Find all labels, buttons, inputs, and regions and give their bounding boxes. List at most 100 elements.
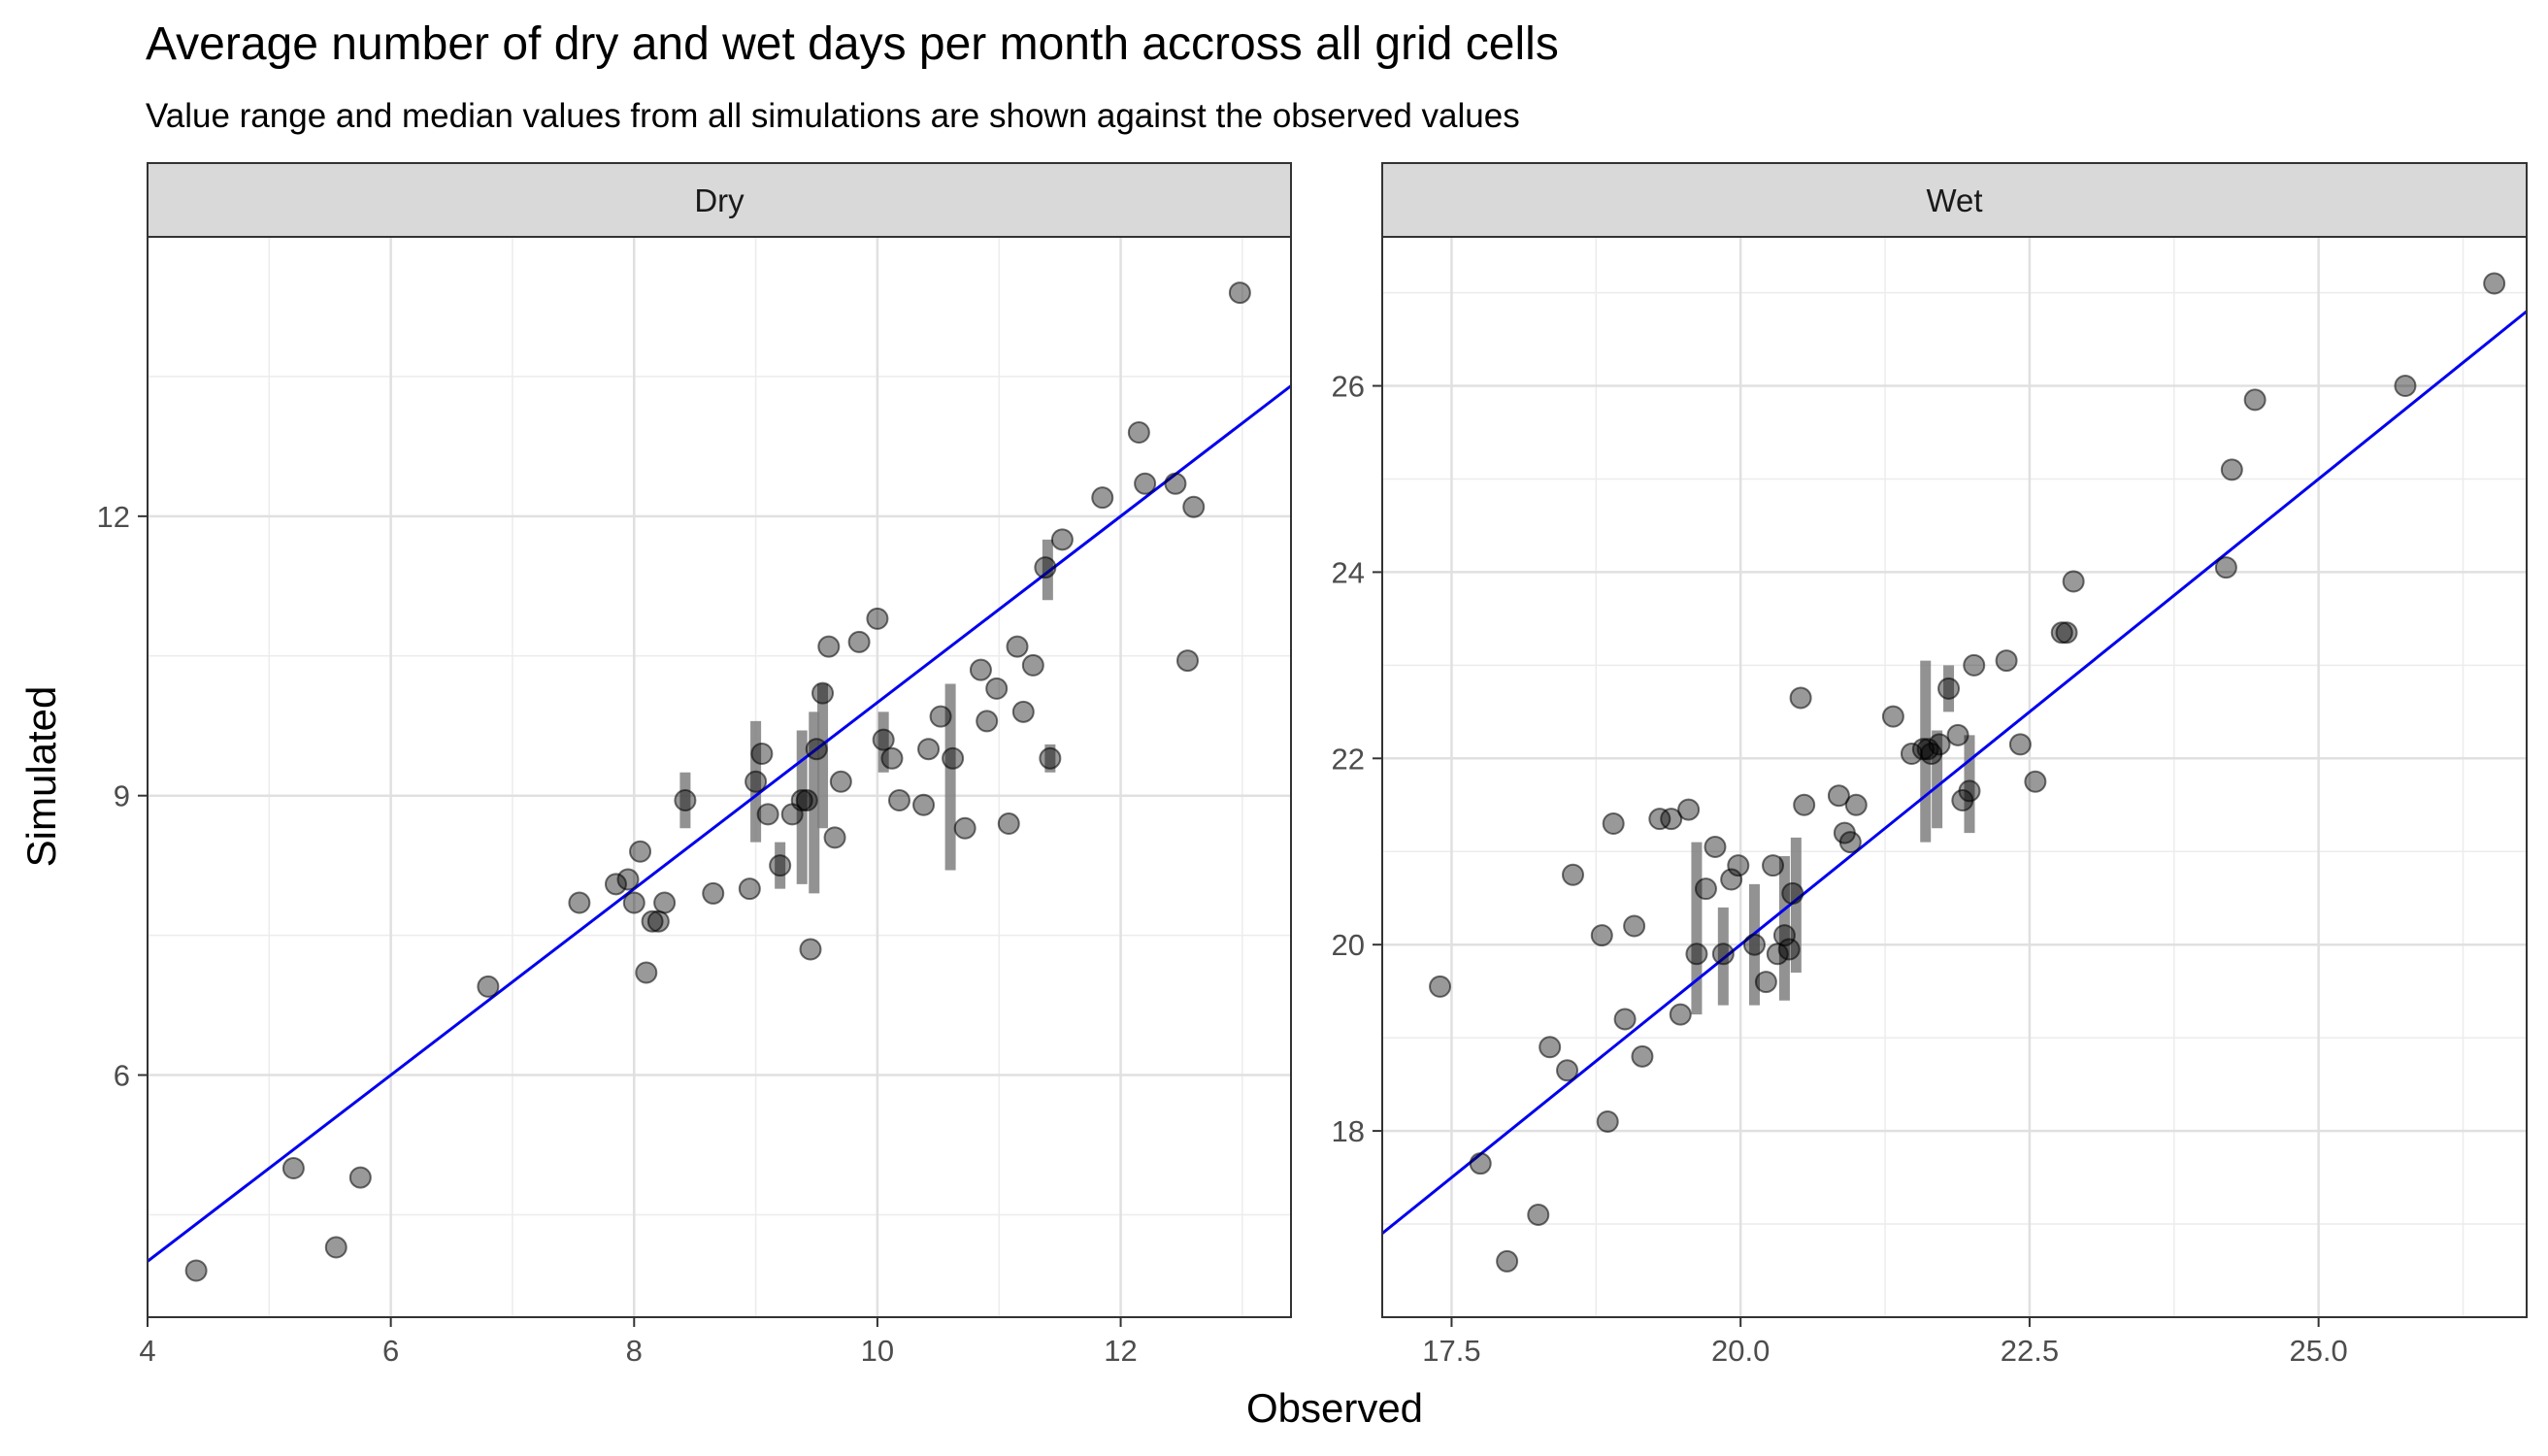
data-point — [1694, 877, 1717, 901]
data-point — [2243, 388, 2267, 412]
data-point — [1669, 1003, 1692, 1026]
data-point — [829, 770, 852, 793]
data-point — [1838, 831, 1862, 854]
data-point — [674, 788, 697, 811]
data-layer — [1382, 272, 2527, 1273]
data-point — [1175, 649, 1199, 673]
data-point — [880, 746, 904, 770]
data-point — [953, 816, 976, 840]
data-point — [1685, 943, 1708, 966]
data-point — [912, 793, 936, 816]
data-point — [1562, 863, 1584, 886]
x-tick-label: 25.0 — [2289, 1334, 2347, 1368]
y-tick-label: 26 — [1332, 370, 1365, 404]
strip-label-wet: Wet — [1926, 182, 1982, 218]
data-point — [2008, 733, 2032, 756]
data-point — [1623, 914, 1646, 938]
data-point — [1590, 924, 1613, 947]
data-point — [1648, 808, 1671, 831]
data-point — [616, 868, 640, 891]
data-point — [1164, 472, 1187, 495]
data-point — [1793, 793, 1816, 816]
data-point — [629, 840, 652, 863]
data-point — [477, 975, 500, 998]
data-point — [641, 910, 664, 933]
data-point — [1602, 811, 1625, 835]
data-point — [847, 630, 871, 653]
data-point — [997, 811, 1020, 835]
data-point — [769, 854, 792, 877]
strip-background — [1381, 162, 2528, 238]
data-point — [1596, 1110, 1619, 1134]
data-point — [1704, 835, 1727, 858]
x-tick-label: 20.0 — [1711, 1334, 1770, 1368]
data-point — [1742, 933, 1766, 956]
data-point — [1182, 495, 1206, 518]
x-tick-label: 12 — [1104, 1334, 1137, 1368]
data-point — [568, 891, 591, 914]
data-point — [1034, 556, 1057, 579]
data-point — [790, 788, 813, 811]
data-point — [1762, 854, 1785, 877]
data-point — [2220, 458, 2243, 481]
grid-lines — [148, 237, 1291, 1317]
y-axis-title: Simulated — [18, 686, 64, 868]
x-axis-title: Observed — [1246, 1385, 1423, 1431]
y-tick-label: 24 — [1332, 555, 1365, 589]
strip-background — [147, 162, 1292, 238]
chart-title: Average number of dry and wet days per m… — [146, 18, 1559, 70]
data-point — [1958, 779, 1981, 803]
x-tick-label: 8 — [626, 1334, 643, 1368]
data-point — [738, 877, 761, 901]
data-point — [1946, 723, 1969, 746]
y-tick-label: 6 — [114, 1059, 130, 1093]
data-point — [872, 728, 895, 751]
data-point — [811, 681, 835, 705]
data-point — [866, 607, 889, 630]
data-point — [1496, 1249, 1519, 1273]
data-point — [1963, 653, 1986, 677]
data-point — [745, 770, 768, 793]
y-tick-label: 9 — [114, 779, 130, 813]
data-point — [985, 677, 1009, 700]
data-point — [817, 635, 841, 658]
data-point — [1789, 686, 1812, 710]
data-point — [1556, 1059, 1579, 1082]
x-tick-label: 10 — [861, 1334, 894, 1368]
panel-background — [148, 237, 1291, 1317]
data-point — [1091, 486, 1114, 510]
panel-wet: Wet 17.5 20.0 22.5 25.0 18 20 22 24 26 — [1332, 162, 2528, 1368]
data-point — [2394, 375, 2417, 398]
data-point — [1677, 798, 1701, 821]
data-point — [887, 788, 910, 811]
data-point — [1429, 975, 1452, 998]
data-point — [1631, 1044, 1654, 1068]
data-point — [604, 873, 627, 896]
data-point — [1660, 808, 1683, 831]
data-point — [646, 910, 670, 933]
y-tick-label: 18 — [1332, 1114, 1365, 1148]
data-point — [2062, 570, 2085, 593]
y-tick-label: 12 — [97, 500, 130, 534]
data-point — [976, 710, 999, 733]
data-point — [1781, 881, 1804, 905]
x-tick-label: 6 — [382, 1334, 399, 1368]
data-point — [750, 743, 774, 766]
data-point — [702, 881, 725, 905]
data-layer — [148, 281, 1291, 1282]
data-point — [1928, 733, 1951, 756]
x-tick-label: 4 — [139, 1334, 155, 1368]
y-tick-label: 20 — [1332, 928, 1365, 962]
data-point — [942, 746, 965, 770]
data-point — [795, 788, 818, 811]
data-point — [324, 1236, 347, 1259]
data-point — [1021, 653, 1044, 677]
data-point — [1754, 971, 1777, 994]
data-point — [917, 738, 941, 761]
data-point — [799, 938, 822, 961]
data-point — [1777, 938, 1801, 961]
data-point — [1720, 868, 1743, 891]
reference-line — [148, 384, 1291, 1263]
data-point — [2024, 770, 2047, 793]
